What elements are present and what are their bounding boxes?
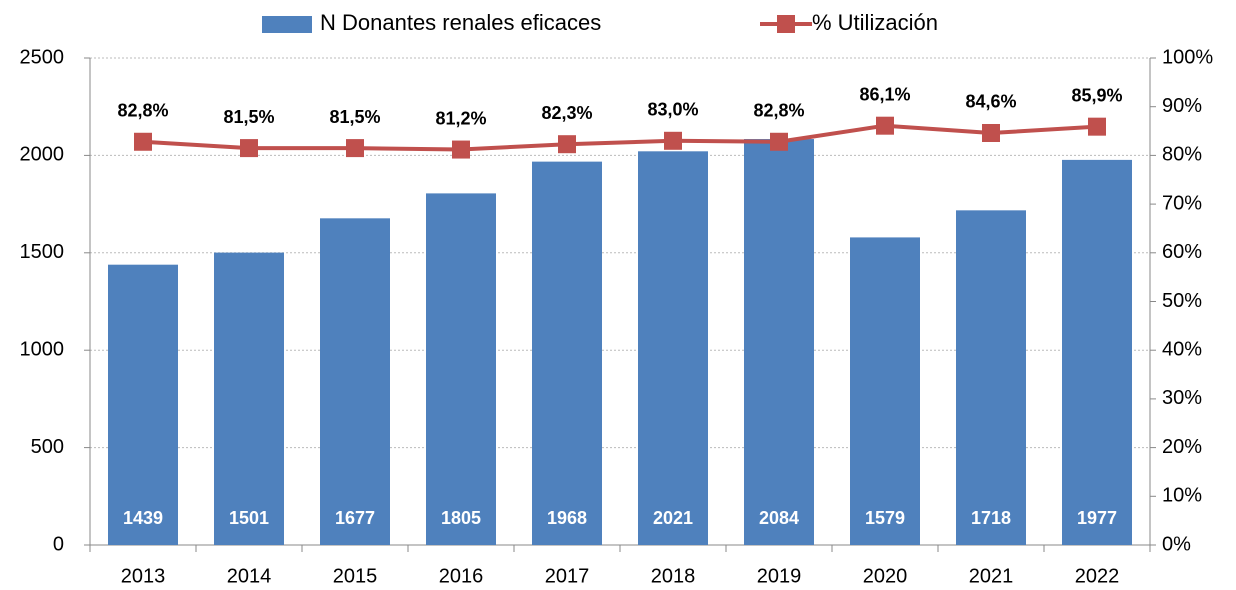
y-tick-label: 1500 (20, 241, 65, 263)
bar-value-label: 1439 (123, 508, 163, 528)
legend-swatch (262, 16, 312, 33)
x-tick-label: 2019 (757, 565, 802, 587)
y2-tick-label: 60% (1162, 241, 1202, 263)
y2-tick-label: 90% (1162, 95, 1202, 117)
line-value-label: 81,5% (329, 107, 380, 127)
line-marker (240, 139, 258, 158)
line-value-label: 81,2% (435, 108, 486, 128)
bar-value-label: 2084 (759, 508, 799, 528)
y-tick-label: 0 (53, 533, 64, 555)
y-tick-label: 500 (31, 436, 64, 458)
x-tick-label: 2013 (121, 565, 166, 587)
line-value-label: 82,8% (753, 101, 804, 121)
bar (956, 210, 1026, 545)
y2-tick-label: 0% (1162, 533, 1191, 555)
bar (320, 218, 390, 545)
bar-value-label: 1501 (229, 508, 269, 528)
y2-tick-label: 40% (1162, 338, 1202, 360)
bar (532, 161, 602, 545)
bar (214, 252, 284, 545)
line-marker (770, 132, 788, 151)
y2-tick-label: 50% (1162, 290, 1202, 312)
bar (744, 139, 814, 545)
line-marker (664, 131, 682, 150)
line-value-label: 82,8% (117, 101, 168, 121)
line-value-label: 86,1% (859, 84, 910, 104)
bar (850, 237, 920, 545)
line-value-label: 85,9% (1071, 85, 1122, 105)
line-marker (346, 139, 364, 158)
x-tick-label: 2020 (863, 565, 908, 587)
line-marker (134, 132, 152, 151)
line-marker (982, 123, 1000, 142)
bar (108, 264, 178, 545)
bar (1062, 159, 1132, 545)
bar-value-label: 1977 (1077, 508, 1117, 528)
bar (638, 151, 708, 545)
y2-tick-label: 70% (1162, 192, 1202, 214)
line-value-label: 81,5% (223, 107, 274, 127)
line-marker (1088, 117, 1106, 136)
legend-label: N Donantes renales eficaces (320, 10, 601, 35)
bar (426, 193, 496, 546)
line-value-label: 84,6% (965, 92, 1016, 112)
bar-value-label: 1805 (441, 508, 481, 528)
x-tick-label: 2022 (1075, 565, 1120, 587)
legend-swatch (777, 15, 795, 33)
x-tick-label: 2015 (333, 565, 378, 587)
line-marker (452, 140, 470, 159)
y2-tick-label: 30% (1162, 387, 1202, 409)
x-tick-label: 2016 (439, 565, 484, 587)
y-tick-label: 2500 (20, 46, 65, 68)
line-value-label: 83,0% (647, 100, 698, 120)
x-tick-label: 2018 (651, 565, 696, 587)
bar-value-label: 1579 (865, 508, 905, 528)
x-tick-label: 2021 (969, 565, 1014, 587)
y-tick-label: 2000 (20, 144, 65, 166)
y2-tick-label: 20% (1162, 436, 1202, 458)
bar-value-label: 1677 (335, 508, 375, 528)
x-tick-label: 2014 (227, 565, 272, 587)
bar-value-label: 1968 (547, 508, 587, 528)
y-tick-label: 1000 (20, 338, 65, 360)
y2-tick-label: 10% (1162, 485, 1202, 507)
x-tick-label: 2017 (545, 565, 590, 587)
line-marker (876, 116, 894, 135)
y2-tick-label: 100% (1162, 46, 1213, 68)
legend-label: % Utilización (812, 10, 938, 35)
line-marker (558, 135, 576, 154)
line-value-label: 82,3% (541, 103, 592, 123)
bar-value-label: 1718 (971, 508, 1011, 528)
bar-value-label: 2021 (653, 508, 693, 528)
y2-tick-label: 80% (1162, 144, 1202, 166)
line (142, 123, 1098, 152)
